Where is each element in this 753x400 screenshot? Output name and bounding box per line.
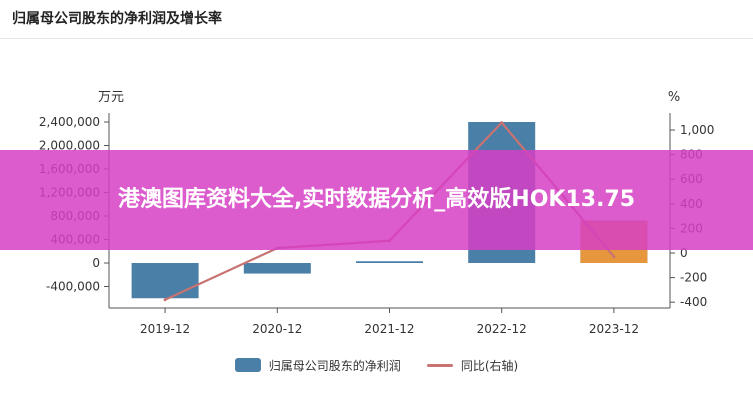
x-tick-label: 2020-12	[252, 322, 302, 336]
bar-net-profit	[131, 263, 199, 299]
x-labels-layer: 2019-12 2020-12 2021-12 2022-12 2023-12	[140, 308, 639, 336]
legend-label-yoy: 同比(右轴)	[460, 358, 519, 373]
legend: 归属母公司股东的净利润 同比(右轴)	[0, 353, 753, 377]
chart-title: 归属母公司股东的净利润及增长率	[12, 11, 222, 27]
left-tick-label: 2,000,000	[39, 139, 100, 153]
left-tick-label: 2,400,000	[39, 115, 100, 129]
legend-item-net-profit[interactable]: 归属母公司股东的净利润	[234, 357, 401, 374]
right-axis-unit: %	[668, 90, 680, 105]
promo-banner-text: 港澳图库资料大全,实时数据分析_高效版HOK13.75	[117, 187, 636, 212]
x-tick-label: 2021-12	[364, 322, 414, 336]
x-tick-label: 2019-12	[140, 322, 190, 336]
right-tick-label: -400	[680, 295, 707, 309]
bar-net-profit	[356, 261, 423, 263]
left-axis-unit: 万元	[98, 90, 124, 105]
line-point-yoy	[163, 298, 167, 302]
line-point-yoy	[612, 255, 616, 259]
right-tick-label: 1,000	[680, 123, 714, 137]
right-tick-label: -200	[680, 271, 707, 285]
legend-item-yoy[interactable]: 同比(右轴)	[426, 357, 519, 374]
legend-swatch-line	[426, 363, 453, 367]
left-tick-label: -400,000	[46, 280, 100, 294]
x-tick-label: 2023-12	[589, 322, 639, 336]
legend-swatch-bar	[234, 358, 261, 372]
title-divider	[0, 38, 753, 39]
right-tick-label: 0	[680, 246, 688, 260]
promo-banner[interactable]: 港澳图库资料大全,实时数据分析_高效版HOK13.75	[0, 150, 753, 250]
x-tick-label: 2022-12	[477, 322, 527, 336]
left-tick-label: 0	[92, 256, 100, 270]
legend-label-net-profit: 归属母公司股东的净利润	[268, 358, 401, 373]
line-point-yoy	[500, 121, 504, 125]
bar-net-profit	[243, 263, 311, 274]
